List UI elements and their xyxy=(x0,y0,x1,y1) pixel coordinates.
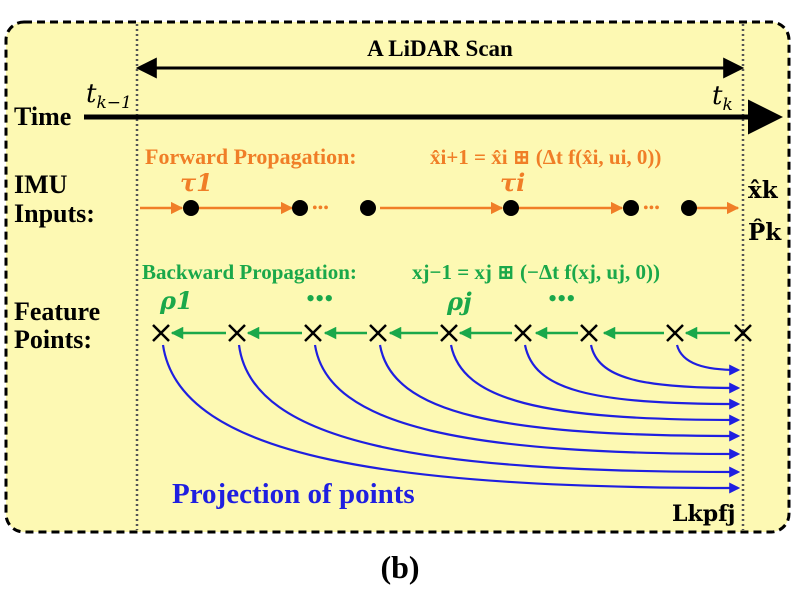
imu-sample-dot xyxy=(183,200,199,216)
feature-label-line2: Points: xyxy=(14,325,92,354)
scan-start-time: tk−1 xyxy=(86,79,132,113)
tau-1-label: τ1 xyxy=(180,168,213,197)
projection-label: Projection of points xyxy=(172,478,415,510)
scan-label: A LiDAR Scan xyxy=(367,36,513,61)
time-label: Time xyxy=(14,102,71,131)
imu-sample-dot xyxy=(623,200,639,216)
covariance-label: P̂k xyxy=(748,219,782,246)
feature-point-cross xyxy=(666,324,684,342)
imu-sample-dot xyxy=(292,200,308,216)
feature-point-cross xyxy=(304,324,322,342)
projection-curve xyxy=(161,344,741,494)
projection-curve xyxy=(237,344,741,478)
forward-propagation-equation: x̂i+1 = x̂i ⊞ (Δt f(x̂i, ui, 0)) xyxy=(430,145,661,169)
backward-propagation-equation: xj−1 = xj ⊞ (−Δt f(xj, uj, 0)) xyxy=(412,260,660,284)
feature-point-cross xyxy=(228,324,246,342)
imu-sample-dot xyxy=(681,200,697,216)
imu-ellipsis-2: ••• xyxy=(643,200,660,217)
projection-curve xyxy=(523,344,741,410)
projection-curves xyxy=(161,344,741,494)
rho-1-label: ρ1 xyxy=(159,286,193,315)
imu-ellipsis-1: ••• xyxy=(312,200,329,217)
imu-sample-dot xyxy=(360,200,376,216)
projected-point-label: Lkpfj xyxy=(672,501,736,527)
projection-curve xyxy=(589,344,741,394)
projection-curve xyxy=(675,344,741,376)
feature-point-cross xyxy=(152,324,170,342)
backward-propagation-label: Backward Propagation: xyxy=(142,260,357,284)
imu-label-line1: IMU xyxy=(14,170,68,199)
feature-point-cross xyxy=(580,324,598,342)
figure-caption: (b) xyxy=(380,549,419,585)
feature-point-cross xyxy=(514,324,532,342)
feature-point-cross xyxy=(734,324,752,342)
feature-point-cross xyxy=(440,324,458,342)
imu-samples xyxy=(183,200,697,216)
feature-point-cross xyxy=(369,324,387,342)
feature-ellipsis-2: ••• xyxy=(548,284,575,313)
forward-propagation-label: Forward Propagation: xyxy=(145,144,357,169)
feature-ellipsis-1: ••• xyxy=(306,284,333,313)
feature-label-line1: Feature xyxy=(14,297,100,326)
projection-curve xyxy=(378,344,741,442)
projection-curve xyxy=(449,344,741,426)
projection-curve xyxy=(313,344,741,460)
tau-i-label: τi xyxy=(500,168,525,197)
rho-j-label: ρj xyxy=(446,287,472,316)
diagram-frame xyxy=(4,20,791,534)
scan-end-time: tk xyxy=(712,81,733,115)
state-estimate-label: x̂k xyxy=(748,177,779,204)
feature-points xyxy=(152,324,752,342)
imu-sample-dot xyxy=(503,200,519,216)
imu-label-line2: Inputs: xyxy=(14,199,95,228)
